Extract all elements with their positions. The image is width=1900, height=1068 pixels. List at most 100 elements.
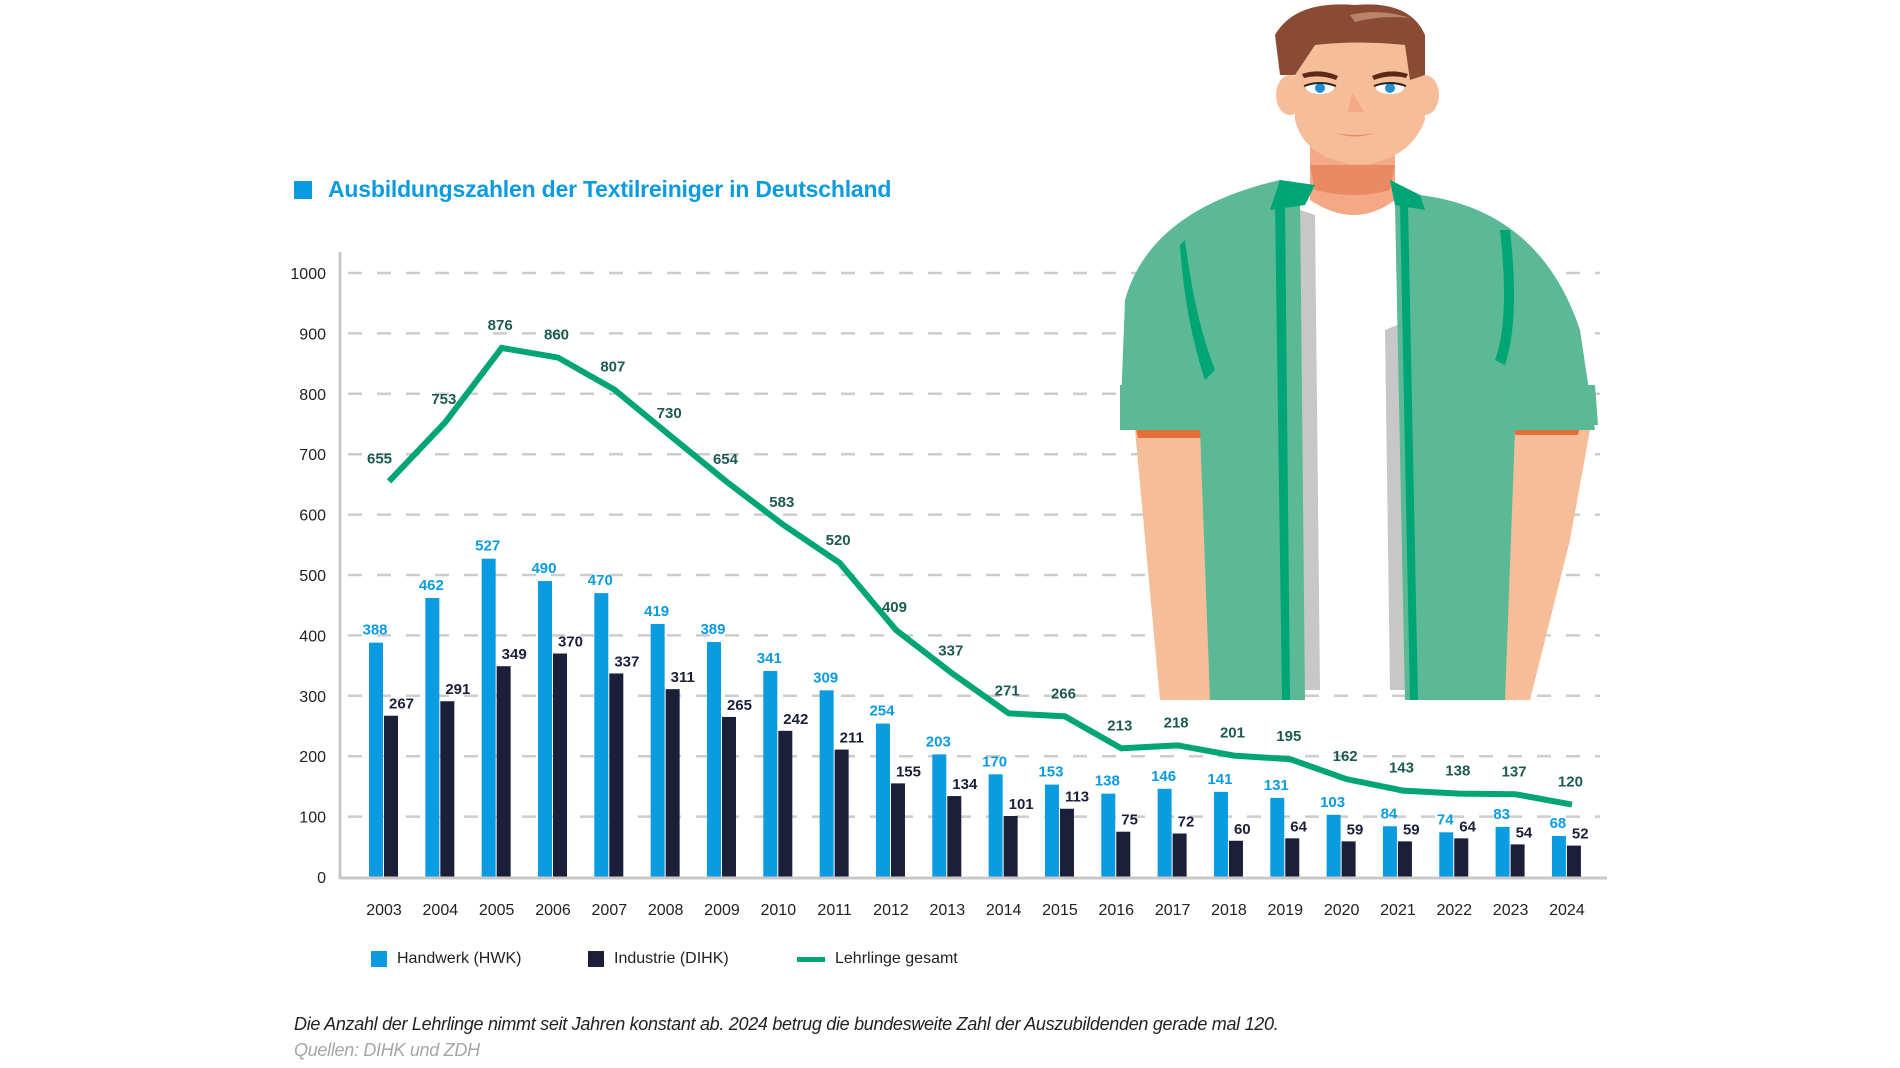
data-label-handwerk: 138 <box>1095 773 1120 790</box>
chart-title: Ausbildungszahlen der Textilreiniger in … <box>294 176 891 203</box>
bar-handwerk <box>819 690 834 877</box>
data-label-industrie: 337 <box>614 653 639 670</box>
data-label-industrie: 64 <box>1290 818 1307 835</box>
bar-industrie <box>496 666 511 877</box>
bar-handwerk <box>875 723 890 877</box>
data-label-gesamt: 876 <box>488 317 513 334</box>
bar-industrie <box>721 716 736 877</box>
bar-handwerk <box>1213 791 1228 877</box>
bar-industrie <box>1510 844 1525 877</box>
x-tick-label: 2021 <box>1380 902 1416 919</box>
legend-swatch-handwerk <box>371 951 387 967</box>
x-tick-label: 2007 <box>592 902 628 919</box>
data-label-industrie: 113 <box>1065 789 1089 806</box>
bar-handwerk <box>1101 793 1116 877</box>
data-label-handwerk: 309 <box>813 669 838 686</box>
caption: Die Anzahl der Lehrlinge nimmt seit Jahr… <box>294 1014 1279 1034</box>
data-label-gesamt: 337 <box>938 642 963 659</box>
x-tick-label: 2020 <box>1324 902 1360 919</box>
hair-highlight <box>1350 12 1410 22</box>
data-label-industrie: 59 <box>1347 821 1364 838</box>
legend: Handwerk (HWK) Industrie (DIHK) Lehrling… <box>0 950 1900 974</box>
bar-industrie <box>1454 838 1469 877</box>
y-tick-label: 100 <box>299 810 326 827</box>
bar-industrie <box>778 730 793 877</box>
legend-item-industrie: Industrie (DIHK) <box>588 950 729 968</box>
data-label-industrie: 75 <box>1121 812 1138 829</box>
data-label-handwerk: 419 <box>644 603 669 620</box>
data-label-handwerk: 170 <box>982 753 1007 770</box>
data-label-gesamt: 266 <box>1051 685 1076 702</box>
bar-industrie <box>947 796 962 877</box>
bar-industrie <box>552 653 567 877</box>
data-label-industrie: 370 <box>558 634 583 651</box>
data-label-handwerk: 388 <box>362 622 387 639</box>
data-label-gesamt: 218 <box>1164 714 1189 731</box>
collar-left <box>1270 180 1315 210</box>
data-label-gesamt: 195 <box>1276 728 1301 745</box>
person-illustration <box>1120 4 1598 700</box>
legend-swatch-gesamt <box>797 956 825 962</box>
y-tick-label: 0 <box>317 870 326 887</box>
data-label-gesamt: 655 <box>367 450 392 467</box>
data-label-gesamt: 213 <box>1107 717 1132 734</box>
data-label-gesamt: 654 <box>713 451 739 468</box>
data-label-handwerk: 462 <box>419 577 444 594</box>
data-label-handwerk: 146 <box>1151 768 1176 785</box>
data-label-handwerk: 84 <box>1381 805 1398 822</box>
shirt-left <box>1120 180 1305 700</box>
data-label-handwerk: 341 <box>757 650 782 667</box>
bar-handwerk <box>988 774 1003 877</box>
x-tick-label: 2014 <box>986 902 1022 919</box>
data-label-industrie: 242 <box>783 711 808 728</box>
x-tick-label: 2004 <box>423 902 459 919</box>
y-tick-label: 700 <box>299 447 326 464</box>
bar-industrie <box>384 715 398 877</box>
y-tick-label: 600 <box>299 508 326 525</box>
data-label-gesamt: 138 <box>1445 763 1470 780</box>
legend-label-gesamt: Lehrlinge gesamt <box>835 950 958 967</box>
placket-right <box>1400 205 1418 700</box>
data-label-industrie: 101 <box>1009 796 1034 813</box>
x-tick-label: 2012 <box>873 902 909 919</box>
left-iris <box>1315 83 1325 93</box>
data-label-industrie: 54 <box>1516 824 1533 841</box>
data-label-handwerk: 527 <box>475 538 500 555</box>
bar-handwerk <box>1551 835 1566 877</box>
data-label-gesamt: 409 <box>882 599 907 616</box>
data-label-industrie: 155 <box>896 763 921 780</box>
y-tick-label: 500 <box>299 568 326 585</box>
bar-industrie <box>609 673 624 877</box>
labels-layer: 0 100 200 300 400 500 600 700 800 900 1000 388 267 20… <box>290 266 1588 919</box>
data-label-handwerk: 131 <box>1264 777 1289 794</box>
data-label-gesamt: 583 <box>769 494 794 511</box>
bar-handwerk <box>369 642 383 877</box>
bar-handwerk <box>1326 814 1341 877</box>
data-label-handwerk: 389 <box>700 621 725 638</box>
data-label-handwerk: 103 <box>1320 794 1345 811</box>
bar-handwerk <box>1382 826 1397 877</box>
y-tick-label: 200 <box>299 749 326 766</box>
right-eyebrow <box>1372 71 1408 80</box>
right-arm <box>1500 430 1590 700</box>
left-ear <box>1276 75 1304 115</box>
y-tick-label: 800 <box>299 387 326 404</box>
bar-industrie <box>665 689 680 877</box>
data-label-industrie: 349 <box>502 646 527 663</box>
data-label-industrie: 211 <box>840 730 864 747</box>
bar-handwerk <box>1439 832 1454 877</box>
bar-industrie <box>834 749 849 877</box>
axis-layer <box>338 252 1607 880</box>
x-tick-label: 2022 <box>1436 902 1472 919</box>
bar-industrie <box>1059 808 1074 877</box>
x-tick-label: 2015 <box>1042 902 1078 919</box>
data-label-gesamt: 143 <box>1389 760 1414 777</box>
legend-item-handwerk: Handwerk (HWK) <box>371 950 521 968</box>
data-label-gesamt: 520 <box>826 532 851 549</box>
bar-handwerk <box>932 754 947 877</box>
data-label-gesamt: 137 <box>1502 763 1527 780</box>
data-label-gesamt: 271 <box>995 682 1020 699</box>
data-label-industrie: 265 <box>727 697 752 714</box>
y-tick-label: 400 <box>299 628 326 645</box>
shirt-right <box>1390 180 1595 700</box>
